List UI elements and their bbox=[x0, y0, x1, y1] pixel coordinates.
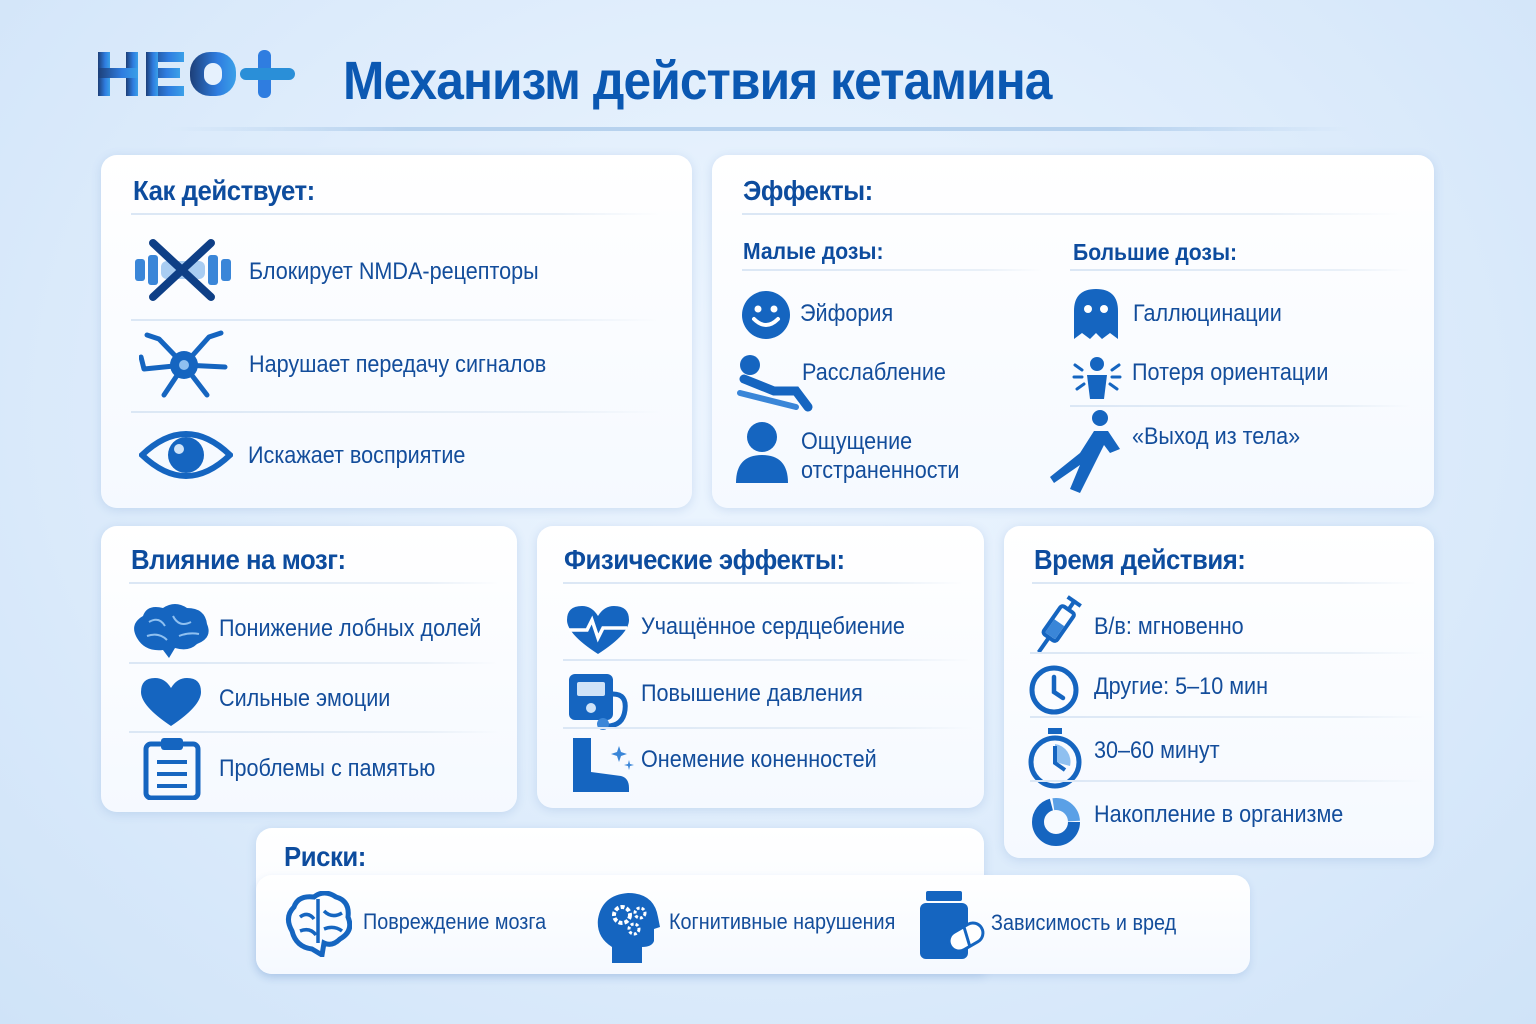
card-heading: Влияние на мозг: bbox=[131, 544, 346, 575]
item-label: 30–60 минут bbox=[1094, 737, 1220, 764]
item-label: Сильные эмоции bbox=[219, 685, 391, 712]
pill-bottle-icon bbox=[920, 891, 985, 959]
heart-icon bbox=[141, 678, 201, 726]
clock-icon bbox=[1029, 665, 1079, 715]
brain-icon bbox=[286, 891, 352, 957]
card-risks: Риски: Повреждение мозга Когнитивные нар… bbox=[256, 841, 1250, 974]
head-gears-icon bbox=[597, 893, 660, 963]
item-label: Учащённое сердцебиение bbox=[641, 613, 905, 640]
item-label: Накопление в организме bbox=[1094, 801, 1344, 828]
person-icon bbox=[736, 422, 788, 483]
item-label: Ощущение bbox=[801, 428, 913, 455]
card-heading: Физические эффекты: bbox=[564, 544, 845, 575]
item-label: Онемение коненностей bbox=[641, 746, 877, 773]
item-label: Другие: 5–10 мин bbox=[1094, 673, 1269, 700]
item-label: Зависимость и вред bbox=[991, 910, 1177, 935]
item-label: Потеря ориентации bbox=[1132, 359, 1329, 386]
heartbeat-icon bbox=[567, 606, 629, 654]
syringe-icon bbox=[1037, 595, 1082, 654]
neuron-icon bbox=[139, 330, 228, 398]
item-label: Когнитивные нарушения bbox=[669, 909, 896, 934]
item-label: Повреждение мозга bbox=[363, 909, 547, 934]
dizzy-person-icon bbox=[1072, 357, 1122, 399]
item-label: В/в: мгновенно bbox=[1094, 613, 1244, 640]
reclining-person-icon bbox=[737, 355, 813, 412]
boot-icon bbox=[573, 738, 634, 792]
low-doses-heading: Малые дозы: bbox=[743, 238, 884, 264]
logo bbox=[98, 50, 295, 98]
item-label-line2: отстраненности bbox=[801, 457, 960, 484]
card-how-it-acts: Как действует: Блокирует NMDA-рецепторы … bbox=[101, 155, 692, 508]
ring-chart-icon bbox=[1032, 798, 1080, 846]
card-heading: Время действия: bbox=[1034, 544, 1246, 575]
blood-pressure-icon bbox=[569, 674, 628, 730]
item-label: Галлюцинации bbox=[1133, 300, 1282, 327]
item-label: Эйфория bbox=[800, 300, 894, 327]
card-brain-impact: Влияние на мозг: Понижение лобных долей … bbox=[101, 526, 517, 812]
ghost-icon bbox=[1074, 289, 1118, 339]
blocked-receptor-icon bbox=[135, 239, 231, 301]
item-label: Понижение лобных долей bbox=[219, 615, 482, 642]
item-label: Искажает восприятие bbox=[248, 442, 466, 469]
card-heading: Эффекты: bbox=[743, 175, 873, 206]
item-label: Блокирует NMDA-рецепторы bbox=[249, 258, 539, 285]
eye-icon bbox=[139, 431, 233, 479]
clipboard-icon bbox=[143, 738, 201, 800]
floating-person-icon bbox=[1050, 410, 1120, 493]
item-label: «Выход из тела» bbox=[1132, 423, 1301, 450]
item-label: Расслабление bbox=[802, 359, 946, 386]
item-label: Повышение давления bbox=[641, 680, 863, 707]
item-label: Нарушает передачу сигналов bbox=[249, 351, 547, 378]
page-title: Механизм действия кетамина bbox=[343, 51, 1052, 111]
card-heading: Риски: bbox=[284, 841, 366, 872]
item-label: Проблемы с памятью bbox=[219, 755, 436, 782]
card-effects: Эффекты: Малые дозы: Большие дозы: Эйфор… bbox=[712, 155, 1434, 508]
brain-icon bbox=[134, 604, 209, 658]
title-divider bbox=[170, 127, 1350, 131]
high-doses-heading: Большие дозы: bbox=[1073, 239, 1238, 265]
smiley-icon bbox=[742, 291, 790, 339]
card-heading: Как действует: bbox=[133, 175, 315, 206]
card-duration: Время действия: В/в: мгновенно Другие: 5… bbox=[1004, 526, 1434, 858]
card-physical-effects: Физические эффекты: Учащённое сердцебиен… bbox=[537, 526, 984, 808]
stopwatch-icon bbox=[1028, 728, 1082, 789]
